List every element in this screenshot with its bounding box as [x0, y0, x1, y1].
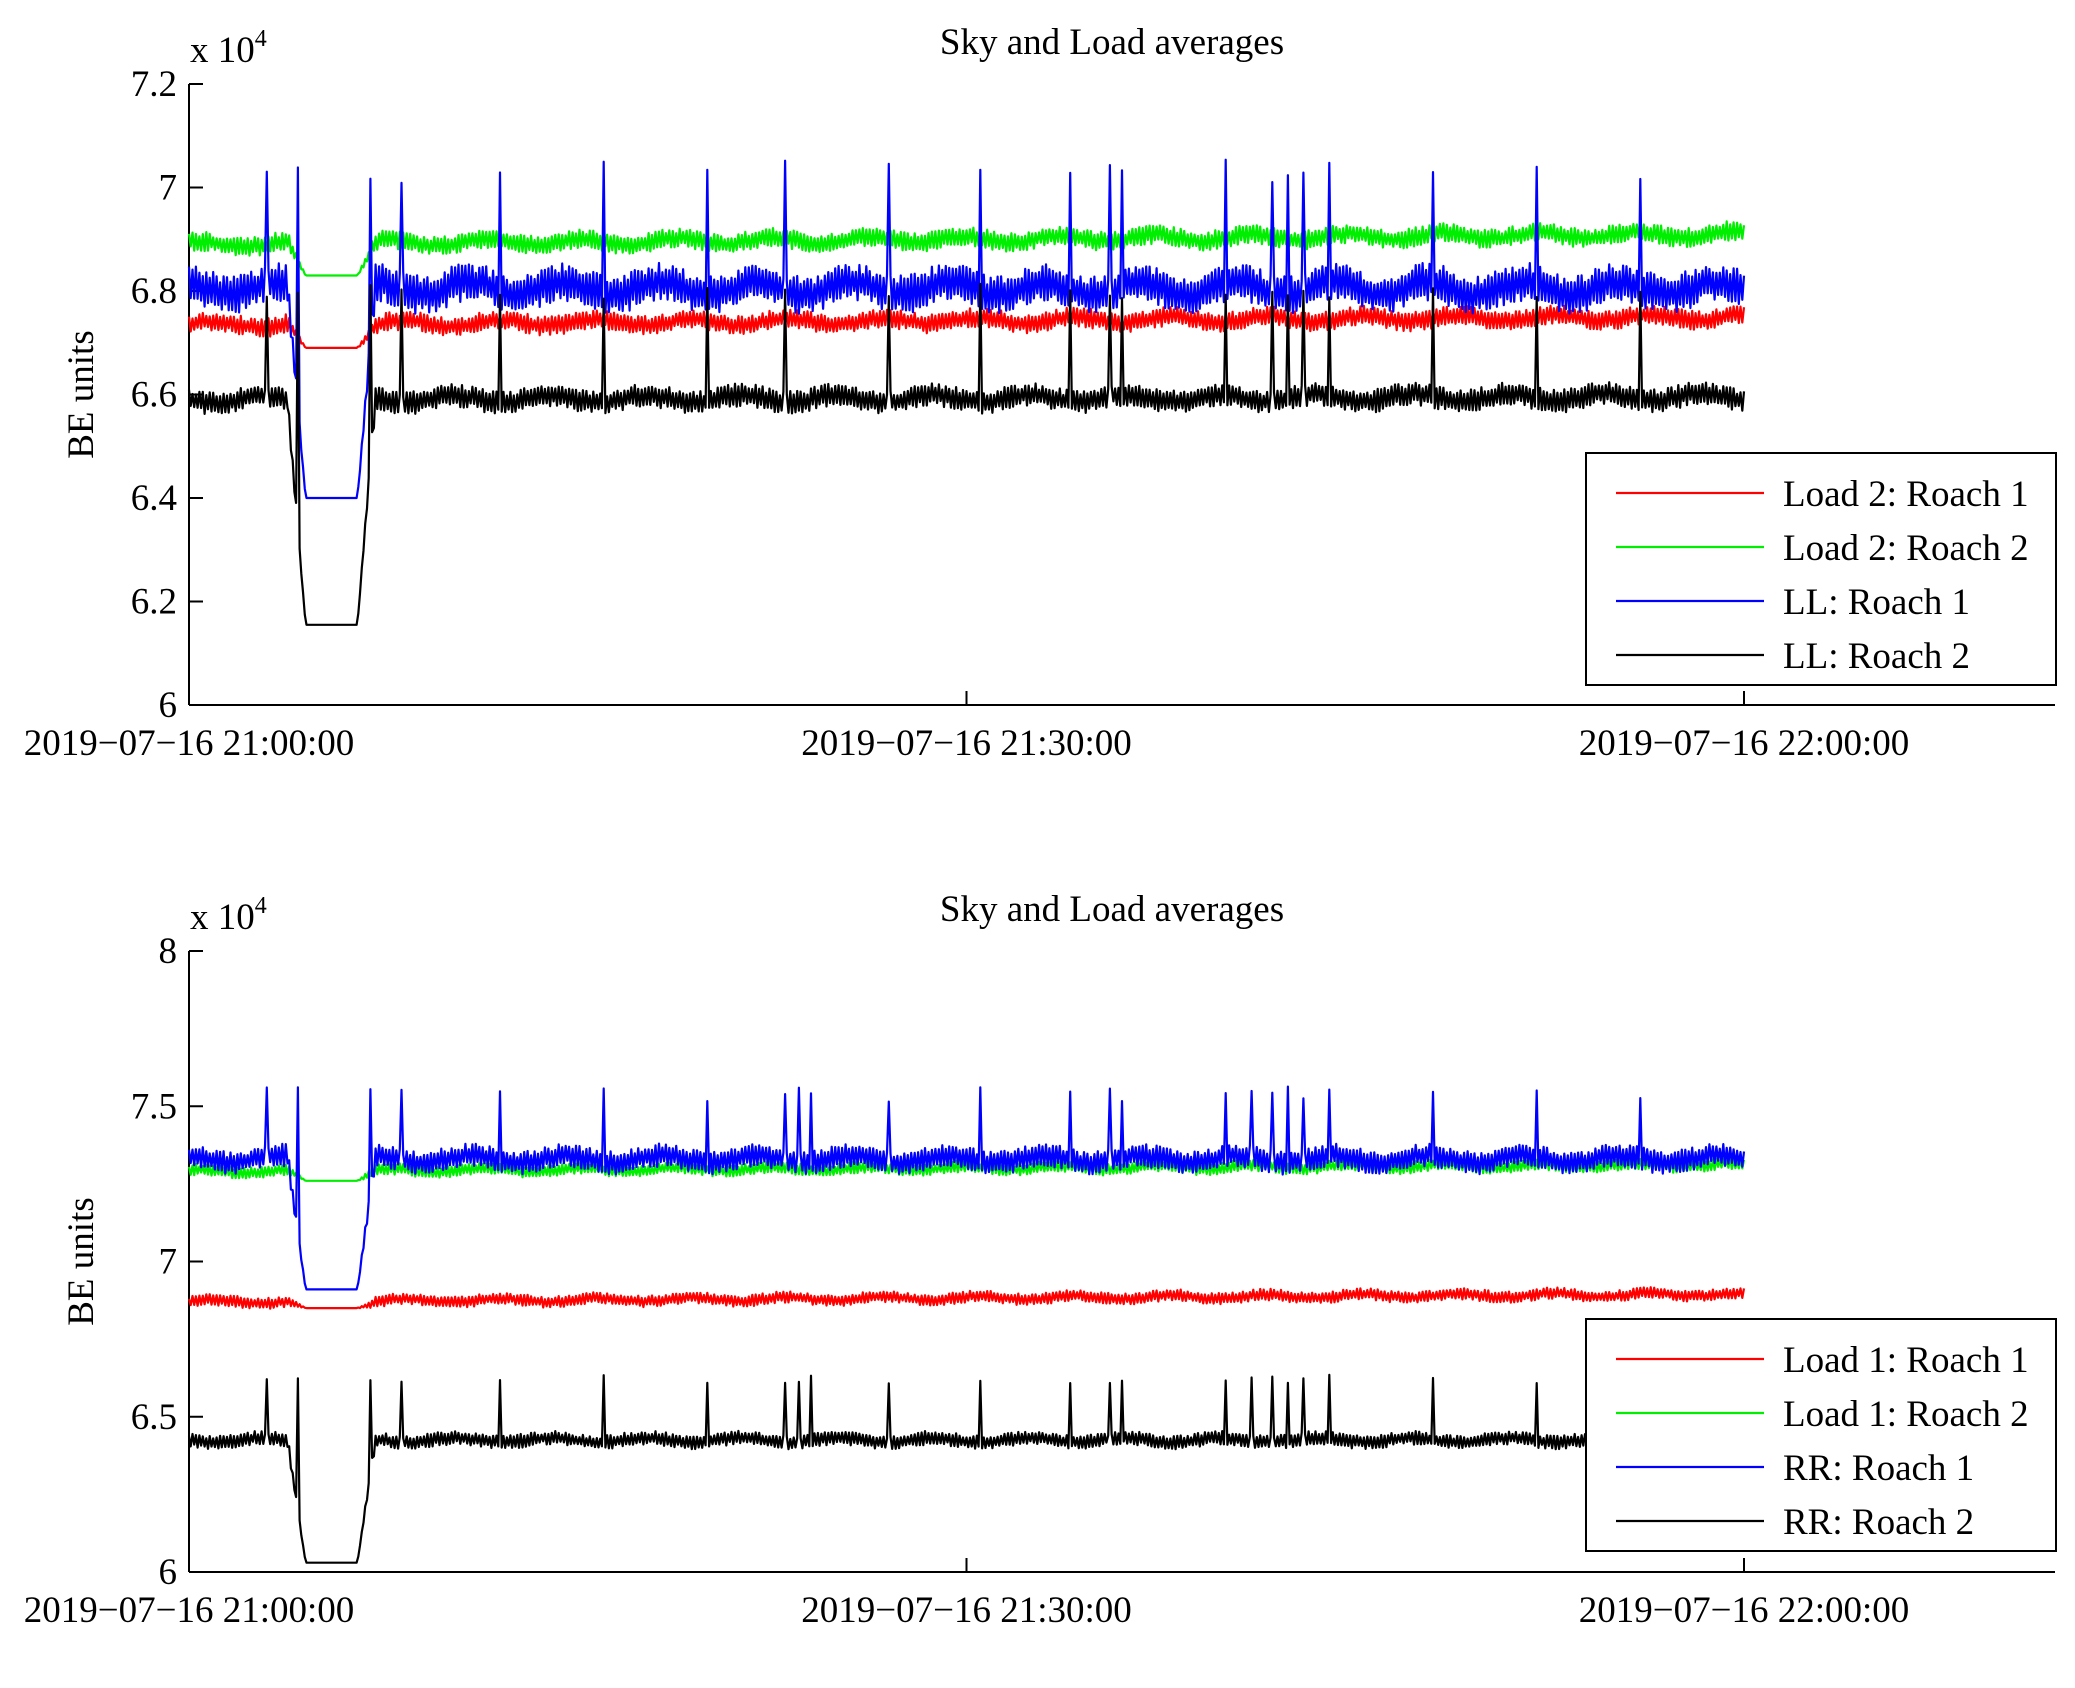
x-tick-label: 2019−07−16 22:00:00	[1579, 1590, 1910, 1631]
y-tick-label: 7	[159, 168, 178, 209]
y-tick-label: 6	[159, 1552, 178, 1593]
chart-title: Sky and Load averages	[940, 889, 1284, 930]
legend-label: Load 1: Roach 1	[1783, 1340, 2029, 1381]
series-line-load-2-roach-1	[187, 304, 1746, 349]
legend-label: RR: Roach 2	[1783, 1502, 1974, 1543]
series-line-ll-roach-2	[187, 282, 1746, 626]
chart-panel-2: Sky and Load averages 6 6.5 7 7.5 8 2019−07−16…	[24, 889, 2057, 1631]
y-tick-label: 6.2	[131, 582, 177, 623]
y-multiplier-base: x 10	[190, 30, 255, 71]
legend-label: LL: Roach 1	[1783, 582, 1970, 623]
y-multiplier: x 104	[190, 893, 267, 938]
x-tick-label: 2019−07−16 22:00:00	[1579, 723, 1910, 764]
x-tick-label: 2019−07−16 21:30:00	[801, 1590, 1132, 1631]
legend-box	[1585, 452, 2057, 686]
series-line-rr-roach-2	[187, 1373, 1746, 1564]
y-axis-label: BE units	[61, 330, 102, 459]
legend-label: RR: Roach 1	[1783, 1448, 1974, 1489]
legend: Load 1: Roach 1 Load 1: Roach 2 RR: Roach …	[1585, 1318, 2057, 1552]
x-tick-label: 2019−07−16 21:00:00	[24, 1590, 355, 1631]
y-multiplier: x 104	[190, 26, 267, 71]
y-tick-label: 7.5	[131, 1086, 177, 1127]
legend-label: Load 2: Roach 2	[1783, 528, 2029, 569]
y-tick-label: 6.4	[131, 478, 177, 519]
y-tick-label: 7.2	[131, 64, 177, 105]
y-tick-label: 8	[159, 931, 178, 972]
series-line-ll-roach-1	[187, 158, 1746, 500]
legend-label: Load 2: Roach 1	[1783, 474, 2029, 515]
y-tick-label: 6.5	[131, 1397, 177, 1438]
y-axis-label: BE units	[61, 1197, 102, 1326]
legend-label: LL: Roach 2	[1783, 636, 1970, 677]
series-line-load-1-roach-1	[187, 1286, 1746, 1310]
y-tick-label: 6.8	[131, 271, 177, 312]
y-tick-label: 6	[159, 685, 178, 726]
chart-panel-1: Sky and Load averages 6 6.2 6.4 6.6 6.8 7 7.2 20…	[24, 22, 2057, 764]
legend: Load 2: Roach 1 Load 2: Roach 2 LL: Roach …	[1585, 452, 2057, 686]
y-multiplier-exponent: 4	[255, 26, 267, 52]
series-line-rr-roach-1	[187, 1085, 1746, 1291]
legend-label: Load 1: Roach 2	[1783, 1394, 2029, 1435]
y-multiplier-base: x 10	[190, 897, 255, 938]
y-tick-label: 6.6	[131, 375, 177, 416]
chart-title: Sky and Load averages	[940, 22, 1284, 63]
x-tick-label: 2019−07−16 21:00:00	[24, 723, 355, 764]
series-line-load-2-roach-2	[187, 220, 1746, 277]
legend-box	[1585, 1318, 2057, 1552]
x-tick-label: 2019−07−16 21:30:00	[801, 723, 1132, 764]
y-multiplier-exponent: 4	[255, 893, 267, 919]
y-tick-label: 7	[159, 1242, 178, 1283]
